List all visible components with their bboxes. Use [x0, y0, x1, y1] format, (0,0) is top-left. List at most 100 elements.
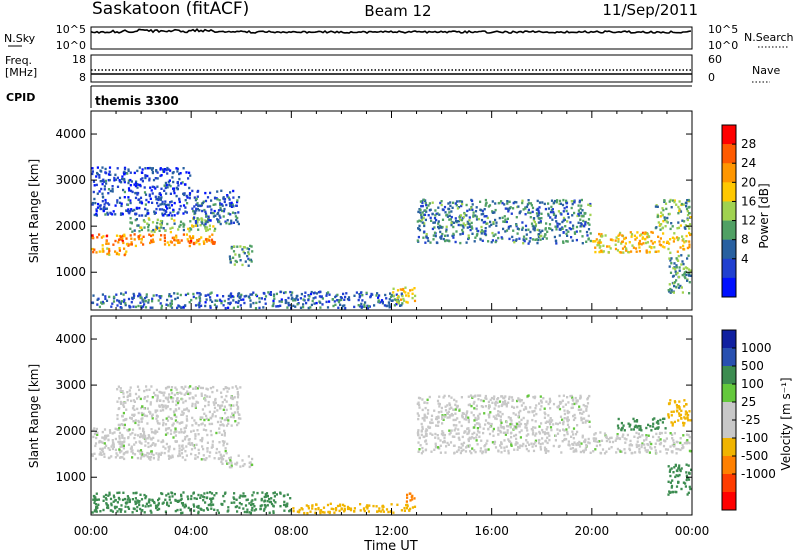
velocity-cell-4 [376, 510, 379, 513]
power-cell-8 [492, 234, 495, 238]
velocity-cell-3 [157, 502, 160, 505]
power-cell-8 [431, 227, 434, 231]
power-cell-11 [673, 284, 676, 288]
velocity-colorbar-tick-label: 100 [741, 377, 764, 391]
power-cell-10 [688, 223, 692, 226]
velocity-cell-6 [500, 404, 504, 407]
velocity-cell-3 [104, 493, 108, 497]
power-cell-4 [250, 245, 253, 248]
velocity-cell-6 [531, 410, 534, 413]
velocity-cell-6 [516, 405, 519, 409]
velocity-cell-6 [514, 433, 518, 437]
power-cell-5 [138, 201, 142, 204]
velocity-cell-6 [490, 422, 493, 426]
velocity-cell-6 [532, 395, 535, 399]
power-cell-11 [669, 259, 672, 262]
velocity-cell-2 [229, 459, 232, 462]
power-cell-4 [250, 260, 253, 263]
power-cell-10 [660, 223, 663, 226]
power-cell-9 [606, 245, 609, 248]
power-cell-0 [130, 243, 133, 246]
power-cell-9 [598, 246, 601, 249]
velocity-cell-4 [380, 510, 383, 513]
power-cell-5 [101, 192, 104, 195]
power-cell-10 [663, 199, 666, 202]
velocity-cell-0 [178, 452, 181, 455]
velocity-cell-1 [119, 387, 122, 390]
power-cell-8 [551, 208, 554, 211]
power-cell-8 [512, 201, 515, 205]
power-cell-3 [229, 213, 232, 216]
velocity-cell-0 [133, 436, 136, 440]
velocity-cell-6 [579, 450, 582, 454]
velocity-cell-6 [435, 416, 438, 419]
power-cell-8 [521, 228, 524, 231]
power-cell-6 [209, 296, 212, 299]
velocity-cell-6 [555, 422, 558, 425]
velocity-cell-2 [229, 456, 232, 459]
velocity-cell-10 [670, 484, 674, 488]
power-cell-9 [688, 240, 691, 243]
power-colorbar-segment [722, 201, 736, 221]
velocity-cell-6 [580, 418, 583, 422]
velocity-cell-8 [667, 414, 670, 417]
velocity-cell-6 [538, 430, 541, 434]
power-cell-5 [172, 208, 175, 212]
velocity-cell-9 [656, 419, 660, 423]
power-cell-8 [477, 229, 480, 233]
velocity-cell-6 [474, 423, 477, 427]
velocity-cell-6 [517, 397, 520, 400]
velocity-cell-0 [210, 433, 213, 437]
power-cell-8 [442, 208, 445, 212]
power-cell-5 [188, 196, 191, 200]
velocity-cell-8 [688, 410, 691, 413]
velocity-cell-0 [122, 447, 125, 450]
power-cell-6 [369, 295, 372, 299]
velocity-cell-9 [659, 418, 662, 422]
velocity-cell-6 [458, 408, 461, 411]
power-ytick-label: 4000 [55, 127, 86, 141]
power-cell-11 [680, 254, 683, 257]
velocity-cell-1 [155, 388, 158, 392]
power-cell-6 [304, 291, 307, 294]
power-cell-8 [524, 207, 527, 210]
velocity-cell-7 [619, 450, 622, 453]
velocity-cell-6 [475, 436, 478, 439]
power-cell-3 [201, 209, 204, 213]
power-cell-1 [118, 249, 121, 252]
velocity-cell-3 [217, 511, 220, 514]
velocity-cell-6 [437, 411, 440, 414]
velocity-cell-1 [155, 417, 158, 420]
power-cell-6 [271, 304, 274, 308]
velocity-cell-6 [494, 400, 497, 404]
power-cell-8 [527, 208, 530, 212]
power-cell-8 [459, 233, 462, 236]
velocity-cell-0 [94, 442, 98, 445]
velocity-cell-6 [453, 429, 456, 432]
power-colorbar-tick-label: 28 [741, 137, 756, 151]
power-cell-8 [475, 227, 478, 230]
velocity-cell-1 [231, 412, 234, 415]
velocity-cell-3 [124, 501, 127, 505]
power-cell-6 [359, 294, 362, 298]
power-cell-6 [263, 292, 266, 295]
power-cell-5 [140, 201, 143, 205]
velocity-cell-0 [209, 451, 212, 454]
velocity-cell-3 [143, 493, 146, 497]
power-cell-11 [682, 267, 685, 270]
velocity-cell-3 [253, 505, 256, 508]
velocity-cell-6 [454, 418, 457, 422]
velocity-cell-2 [222, 454, 225, 457]
velocity-cell-8 [670, 414, 673, 417]
velocity-cell-4 [336, 504, 340, 508]
velocity-cell-6 [421, 427, 424, 430]
power-cell-6 [188, 301, 191, 304]
power-cell-8 [427, 214, 430, 217]
velocity-cell-6 [476, 427, 479, 430]
power-cell-5 [169, 169, 172, 172]
velocity-cell-8 [671, 422, 674, 425]
velocity-cell-6 [442, 431, 445, 435]
velocity-cell-0 [107, 438, 110, 441]
power-cell-8 [466, 209, 469, 213]
